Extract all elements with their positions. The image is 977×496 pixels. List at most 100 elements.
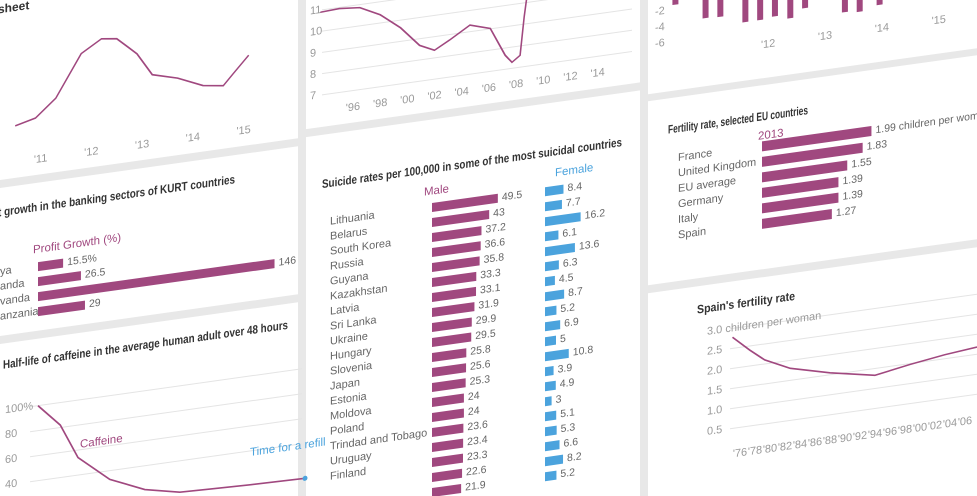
bar xyxy=(432,226,482,243)
bar xyxy=(762,209,832,229)
value-label: 29.9 xyxy=(476,312,497,327)
x-tick-label: '14 xyxy=(186,131,200,145)
grid-line xyxy=(322,51,632,96)
grid-line xyxy=(30,368,302,408)
bar xyxy=(432,393,464,408)
card xyxy=(648,237,977,496)
x-tick-label: '04 xyxy=(943,417,957,431)
bar xyxy=(545,320,561,332)
value-label: 31.9 xyxy=(478,297,499,312)
bar xyxy=(432,302,475,318)
x-tick-label: '92 xyxy=(853,430,867,444)
bar xyxy=(432,332,472,348)
value-label: 5.2 xyxy=(560,301,575,315)
value-label: 33.3 xyxy=(480,267,501,282)
annotation-dot xyxy=(302,475,308,481)
bar xyxy=(545,335,556,347)
category-label: Uruguay xyxy=(330,450,372,468)
value-label: 1.83 xyxy=(867,138,888,153)
x-tick-label: '84 xyxy=(793,438,807,452)
legend-label: Female xyxy=(555,162,593,179)
value-label: 22.6 xyxy=(466,464,487,479)
bar xyxy=(432,483,462,496)
x-tick-label: '14 xyxy=(590,66,604,80)
y-tick-label: -2 xyxy=(655,5,665,18)
value-label: 15.5% xyxy=(67,252,97,268)
card xyxy=(0,0,298,183)
value-label: 29.5 xyxy=(475,327,496,342)
line xyxy=(37,405,306,493)
value-label: 146 xyxy=(279,254,297,268)
card xyxy=(306,0,640,130)
x-tick-label: '13 xyxy=(818,29,832,43)
bar xyxy=(762,142,863,167)
value-label: 25.3 xyxy=(470,373,491,388)
value-label: 13.6 xyxy=(579,238,600,253)
legend-label: Male xyxy=(424,183,449,198)
grid-line xyxy=(30,418,302,458)
y-tick-label: 10 xyxy=(310,25,322,39)
bar xyxy=(545,396,552,407)
y-tick-label: 100% xyxy=(5,400,33,416)
bar xyxy=(545,425,557,437)
line xyxy=(731,336,977,377)
grid-line xyxy=(30,393,302,433)
x-tick-label: '15 xyxy=(236,124,250,138)
bar xyxy=(545,230,559,242)
card xyxy=(0,302,298,496)
x-tick-label: '08 xyxy=(509,78,523,92)
x-tick-label: '80 xyxy=(763,442,777,456)
x-tick-label: '14 xyxy=(875,21,889,35)
bar xyxy=(432,317,472,333)
y-tick-label: -6 xyxy=(655,37,665,50)
bar xyxy=(432,453,463,468)
legend-label: 2013 xyxy=(758,127,784,143)
value-label: 6.6 xyxy=(564,436,579,450)
grid-line xyxy=(30,443,302,483)
y-tick-label: -4 xyxy=(655,21,665,34)
bar xyxy=(762,125,872,152)
bar xyxy=(432,468,463,483)
x-tick-label: '96 xyxy=(883,425,897,439)
y-tick-label: 11 xyxy=(310,4,321,18)
y-tick-label: 1.0 xyxy=(707,404,722,418)
value-label: 1.39 xyxy=(842,188,863,203)
value-label: 1.55 xyxy=(851,156,872,171)
category-label: Moldova xyxy=(330,405,372,423)
y-tick-label: 9 xyxy=(310,47,316,60)
x-tick-label: '78 xyxy=(748,444,762,458)
bar xyxy=(38,259,275,302)
value-label: 25.6 xyxy=(470,358,491,373)
category-label: anzania xyxy=(0,305,39,322)
bar xyxy=(762,177,839,198)
bar xyxy=(717,0,724,18)
category-label: Russia xyxy=(330,256,364,273)
x-tick-label: '00 xyxy=(913,421,927,435)
category-label: Poland xyxy=(330,421,364,438)
bar xyxy=(545,184,564,197)
bar xyxy=(841,0,848,13)
y-tick-label: 2.0 xyxy=(707,364,722,378)
x-tick-label: '86 xyxy=(808,436,822,450)
value-label: 4.9 xyxy=(560,376,575,390)
bar xyxy=(672,0,679,6)
x-tick-label: '12 xyxy=(563,70,577,84)
x-tick-label: '02 xyxy=(928,419,942,433)
x-tick-label: '98 xyxy=(898,423,912,437)
category-label: Latvia xyxy=(330,302,360,318)
category-label: Hungary xyxy=(330,345,372,363)
y-tick-label: 0.5 xyxy=(707,424,722,438)
category-label: Estonia xyxy=(330,390,368,407)
x-tick-label: '12 xyxy=(761,37,775,51)
bar xyxy=(432,408,464,423)
value-label: 24 xyxy=(468,405,480,419)
bar xyxy=(432,193,498,213)
bar xyxy=(432,210,490,228)
bar xyxy=(545,454,564,467)
bar xyxy=(757,0,764,21)
category-label: Finland xyxy=(330,466,366,483)
category-label: Guyana xyxy=(330,270,369,287)
bar xyxy=(762,160,848,183)
bar xyxy=(545,348,569,362)
